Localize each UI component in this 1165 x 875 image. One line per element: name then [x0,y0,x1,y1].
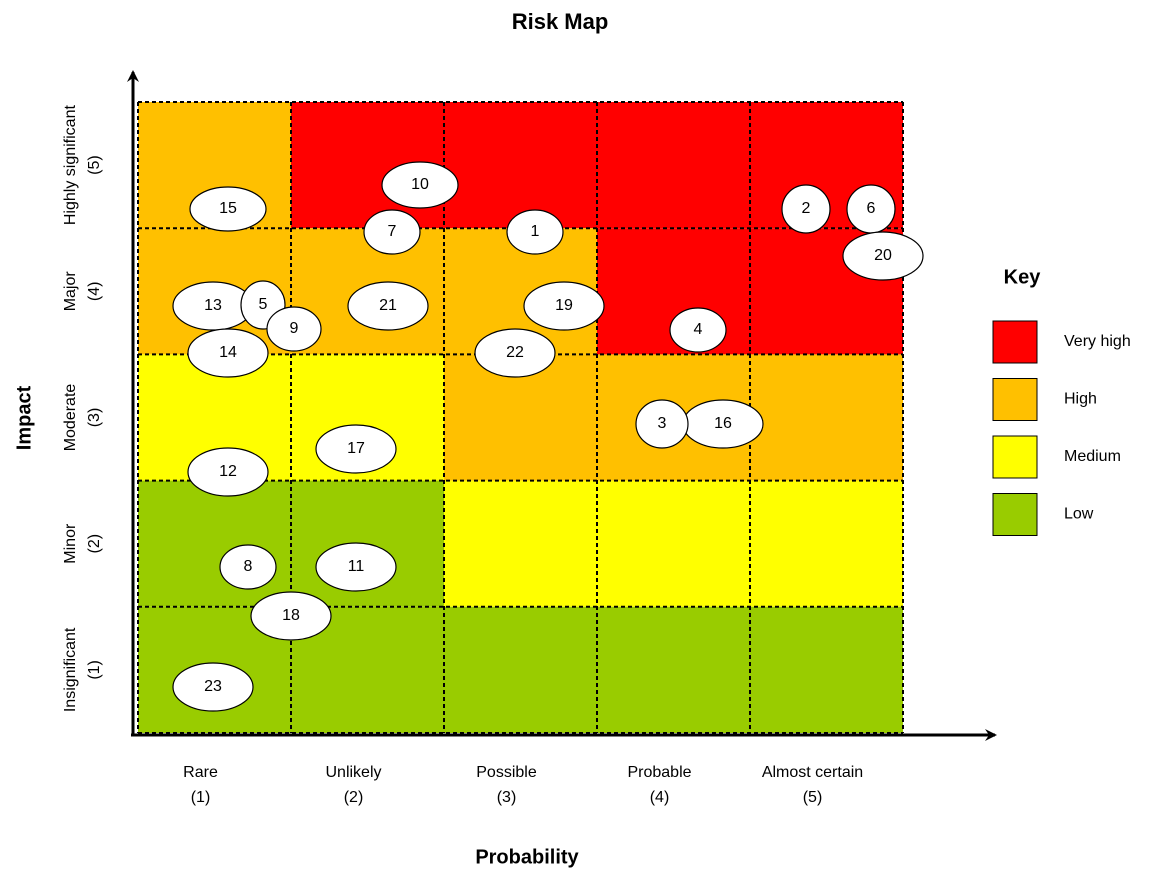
risk-label: 11 [348,558,365,575]
risk-label: 3 [658,415,667,432]
x-category-name: Unlikely [325,764,381,781]
risk-label: 1 [531,223,540,240]
risk-cell [138,480,291,607]
risk-bubble [187,328,269,378]
key-label: High [1064,391,1097,408]
y-axis-label: Impact [13,385,35,450]
risk-bubble [669,307,727,353]
risk-cell [597,102,750,229]
risk-label: 9 [290,320,299,337]
key-title: Key [1004,266,1042,288]
risk-label: 7 [388,223,397,240]
risk-cell [597,606,750,733]
y-category-name: Minor [62,523,79,564]
risk-label: 4 [694,321,703,338]
risk-label: 12 [219,463,237,480]
risk-bubble [474,328,556,378]
risk-bubble [506,209,564,255]
y-category-level: (2) [86,534,103,554]
risk-label: 10 [411,176,429,193]
risk-label: 18 [282,607,300,624]
risk-label: 2 [802,200,811,217]
risk-label: 5 [259,296,268,313]
key-swatch [992,378,1038,421]
risk-bubble [189,186,267,232]
risk-cell [750,354,903,481]
x-category-level: (4) [650,789,670,806]
x-category-level: (1) [191,789,211,806]
x-category-level: (5) [803,789,823,806]
y-category-level: (3) [86,408,103,428]
risk-label: 20 [874,247,892,264]
risk-bubble [315,542,397,592]
risk-cell [750,480,903,607]
risk-bubble [315,424,397,474]
risk-label: 17 [347,440,365,457]
x-category-level: (2) [344,789,364,806]
key-swatch [992,320,1038,364]
risk-bubble [172,662,254,712]
key-label: Medium [1064,448,1121,465]
x-category-name: Probable [627,764,691,781]
risk-cell [597,480,750,607]
key-label: Low [1064,506,1094,523]
y-category-name: Highly significant [62,105,79,226]
title: Risk Map [512,9,609,34]
risk-label: 16 [714,415,732,432]
y-category-level: (5) [86,155,103,175]
risk-bubble [347,281,429,331]
risk-bubble [266,306,322,352]
x-category-name: Possible [476,764,537,781]
y-category-name: Moderate [62,384,79,452]
risk-bubble [363,209,421,255]
y-category-name: Major [62,271,79,312]
risk-cell [444,606,597,733]
risk-label: 15 [219,200,237,217]
risk-label: 22 [506,344,524,361]
x-category-name: Almost certain [762,764,863,781]
risk-bubble [250,591,332,641]
y-category-name: Insignificant [62,627,79,712]
risk-bubble [781,184,831,234]
risk-bubble [523,281,605,331]
y-category-level: (1) [86,660,103,680]
risk-bubble [219,544,277,590]
x-axis-label: Probability [475,846,579,868]
risk-label: 21 [379,297,397,314]
risk-label: 14 [219,344,237,361]
y-category-level: (4) [86,282,103,302]
risk-bubble [187,447,269,497]
risk-cell [444,102,597,229]
risk-cell [444,480,597,607]
risk-bubble [635,399,689,449]
risk-label: 8 [244,558,253,575]
risk-label: 6 [867,200,876,217]
key-swatch [992,435,1038,479]
risk-label: 19 [555,297,573,314]
risk-label: 13 [204,297,222,314]
x-category-name: Rare [183,764,218,781]
risk-label: 23 [204,678,222,695]
x-category-level: (3) [497,789,517,806]
risk-bubble [381,161,459,209]
key-label: Very high [1064,333,1131,350]
risk-bubble [842,231,924,281]
risk-cell [750,606,903,733]
key-swatch [992,493,1038,536]
